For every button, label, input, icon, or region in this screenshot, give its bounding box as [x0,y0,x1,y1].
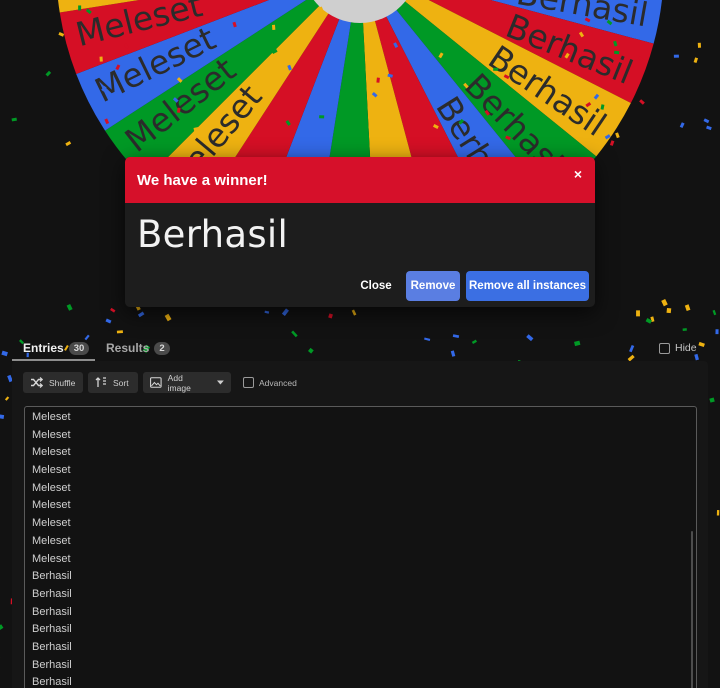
image-icon [150,377,162,388]
close-button[interactable]: Close [350,271,402,301]
confetti-piece [116,330,123,334]
entry-line[interactable]: Meleset [32,464,71,477]
confetti-piece [452,334,460,339]
entry-line[interactable]: Meleset [32,481,71,494]
confetti-piece [698,341,705,348]
advanced-toggle[interactable]: Advanced [243,377,297,388]
tab-entries-label: Entries [23,341,64,355]
entry-line[interactable]: Berhasil [32,605,72,618]
wheel-segment [59,0,269,74]
close-icon[interactable]: × [573,166,582,182]
chevron-down-icon [217,380,224,385]
entry-line[interactable]: Berhasil [32,676,72,688]
confetti-piece [629,344,635,353]
entry-line[interactable]: Meleset [32,534,71,547]
wheel-center-hub[interactable] [302,0,418,23]
confetti-piece [0,624,4,631]
entries-scrollbar[interactable] [691,531,693,688]
entries-panel: Shuffle Sort Add image Advanced Meleset M… [12,361,708,688]
wheel-segment [490,0,662,44]
entry-line[interactable]: Meleset [32,517,71,530]
tab-results-label: Results [106,341,150,355]
entry-line[interactable]: Meleset [32,446,71,459]
sort-icon [95,377,106,387]
entry-line[interactable]: Meleset [32,411,71,423]
confetti-piece [424,337,431,341]
entry-line[interactable]: Berhasil [32,623,72,636]
confetti-piece [0,414,5,419]
wheel-segment [428,0,654,104]
add-image-button[interactable]: Add image [143,372,231,393]
hide-checkbox[interactable] [659,342,670,354]
sort-button[interactable]: Sort [88,372,138,393]
results-count-badge: 2 [154,341,170,355]
confetti-piece [450,350,456,357]
wheel-segment [105,0,325,180]
entries-list: Meleset Meleset Meleset Meleset Meleset Meles… [25,407,696,688]
shuffle-icon [31,377,43,388]
entries-toolbar: Shuffle Sort Add image Advanced [23,372,297,393]
winner-dialog: We have a winner! × Berhasil Close Remov… [125,157,595,307]
tab-entries[interactable]: Entries 30 [12,337,95,361]
entries-count-badge: 30 [68,341,90,355]
wheel-segment [76,0,307,131]
entry-line[interactable]: Berhasil [32,640,72,653]
entry-line[interactable]: Meleset [32,552,71,565]
wheel-segment [403,0,631,157]
advanced-checkbox[interactable] [243,377,254,388]
wheel-segment [388,0,597,202]
entry-line[interactable]: Berhasil [32,658,72,671]
entries-results-tabs: Entries 30 Results 2 [12,337,181,361]
confetti-piece [307,347,314,354]
confetti-piece [526,334,534,342]
hide-toggle[interactable]: Hide [659,342,697,354]
entry-line[interactable]: Berhasil [32,570,72,583]
sort-label: Sort [113,377,129,388]
winner-name: Berhasil [137,213,289,256]
confetti-piece [574,340,581,347]
confetti-piece [694,353,699,361]
entry-line[interactable]: Berhasil [32,587,72,600]
confetti-piece [4,396,10,401]
entry-line[interactable]: Meleset [32,428,71,441]
add-image-label: Add image [167,372,191,393]
hide-label: Hide [675,342,697,354]
winner-dialog-header: We have a winner! × [125,157,595,203]
confetti-piece [291,330,298,338]
confetti-piece [716,510,720,516]
confetti-piece [1,350,8,357]
tab-results[interactable]: Results 2 [95,337,181,359]
confetti-piece [709,397,715,403]
winner-dialog-title: We have a winner! [137,171,268,189]
remove-button[interactable]: Remove [406,271,460,301]
entry-line[interactable]: Meleset [32,499,71,512]
confetti-piece [471,339,477,344]
entries-textarea[interactable]: Meleset Meleset Meleset Meleset Meleset Meles… [24,406,697,688]
remove-all-instances-button[interactable]: Remove all instances [466,271,589,301]
advanced-label: Advanced [259,377,297,388]
shuffle-label: Shuffle [49,377,76,388]
shuffle-button[interactable]: Shuffle [23,372,83,393]
